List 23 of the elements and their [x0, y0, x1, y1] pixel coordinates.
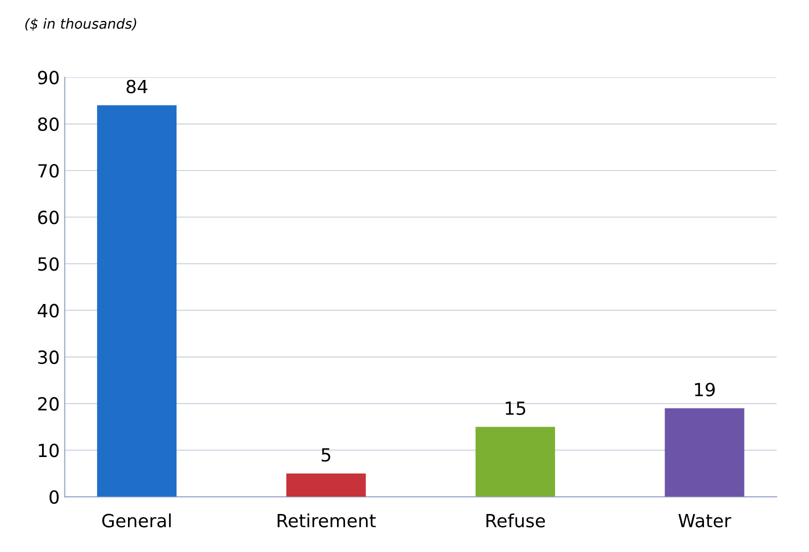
- data-label: 84: [126, 80, 148, 94]
- x-tick-label: General: [102, 513, 171, 528]
- x-tick-label: Refuse: [486, 513, 545, 528]
- bar: [286, 473, 366, 497]
- bar: [476, 426, 556, 497]
- y-tick-label: 0: [50, 490, 59, 504]
- y-tick-label: 80: [38, 117, 59, 132]
- y-tick-label: 40: [38, 304, 59, 318]
- x-tick-label: Retirement: [278, 513, 376, 528]
- y-tick-label: 60: [38, 210, 59, 224]
- bar: [664, 408, 744, 497]
- y-tick-label: 70: [38, 164, 59, 178]
- chart-title: ($ in thousands): [25, 18, 136, 31]
- y-tick-label: 20: [38, 397, 59, 411]
- y-tick-label: 10: [38, 444, 59, 458]
- x-tick-label: Water: [678, 514, 732, 528]
- y-tick-label: 30: [38, 350, 59, 364]
- y-tick-label: 90: [38, 70, 59, 84]
- data-label: 19: [695, 382, 715, 396]
- y-tick-label: 50: [38, 257, 59, 271]
- bar: [97, 105, 177, 497]
- data-label: 5: [322, 448, 330, 462]
- data-label: 15: [506, 402, 526, 416]
